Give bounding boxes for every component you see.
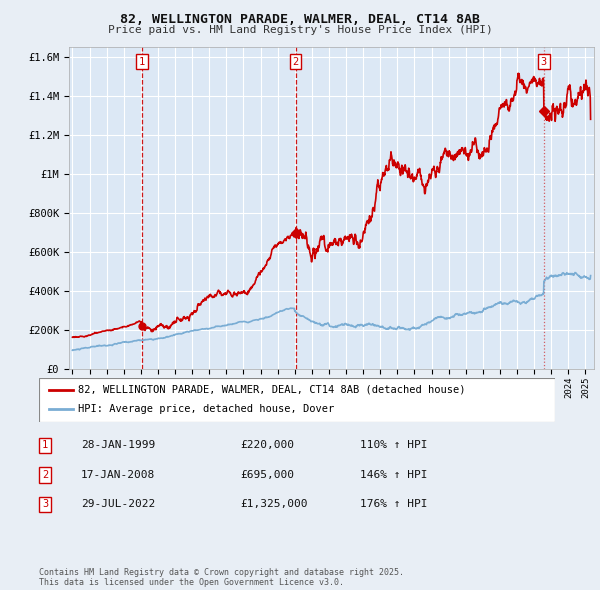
Text: 3: 3 [42,500,48,509]
Text: 1: 1 [139,57,145,67]
Text: 2: 2 [42,470,48,480]
FancyBboxPatch shape [39,378,555,422]
Text: 1: 1 [42,441,48,450]
Text: £1,325,000: £1,325,000 [240,500,308,509]
Text: 28-JAN-1999: 28-JAN-1999 [81,441,155,450]
Text: 17-JAN-2008: 17-JAN-2008 [81,470,155,480]
Text: 82, WELLINGTON PARADE, WALMER, DEAL, CT14 8AB: 82, WELLINGTON PARADE, WALMER, DEAL, CT1… [120,13,480,26]
Text: 176% ↑ HPI: 176% ↑ HPI [360,500,427,509]
Text: 146% ↑ HPI: 146% ↑ HPI [360,470,427,480]
Text: HPI: Average price, detached house, Dover: HPI: Average price, detached house, Dove… [77,405,334,414]
Text: 29-JUL-2022: 29-JUL-2022 [81,500,155,509]
Text: Price paid vs. HM Land Registry's House Price Index (HPI): Price paid vs. HM Land Registry's House … [107,25,493,35]
Text: £220,000: £220,000 [240,441,294,450]
Text: 82, WELLINGTON PARADE, WALMER, DEAL, CT14 8AB (detached house): 82, WELLINGTON PARADE, WALMER, DEAL, CT1… [77,385,465,395]
Text: 3: 3 [541,57,547,67]
Text: 110% ↑ HPI: 110% ↑ HPI [360,441,427,450]
Text: Contains HM Land Registry data © Crown copyright and database right 2025.
This d: Contains HM Land Registry data © Crown c… [39,568,404,587]
Text: 2: 2 [292,57,299,67]
Text: £695,000: £695,000 [240,470,294,480]
